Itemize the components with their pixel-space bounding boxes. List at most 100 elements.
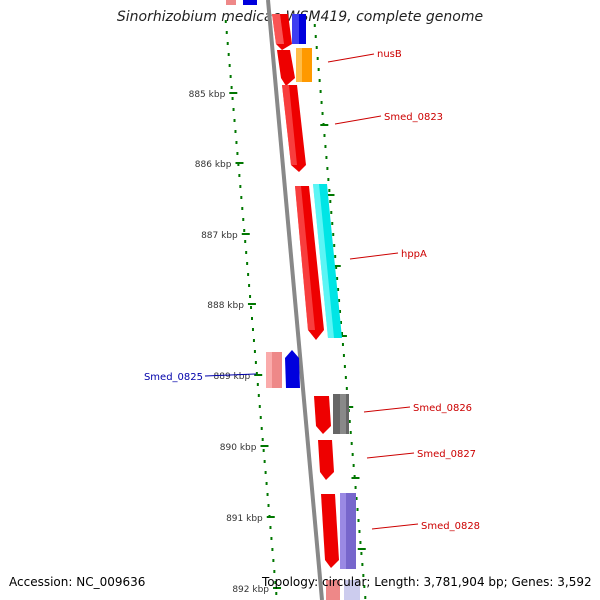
feature-nusb-orange[interactable] (296, 48, 312, 82)
gene-label-smed-0823[interactable]: Smed_0823 (384, 112, 443, 123)
ruler-dot (232, 108, 235, 111)
ruler-dot (364, 596, 367, 599)
ruler-dot (275, 592, 278, 595)
ruler-dot (363, 585, 366, 588)
ruler-dot (351, 453, 354, 456)
gene-label-hppa[interactable]: hppA (401, 249, 427, 260)
ruler-dot (266, 493, 269, 496)
ruler-dot (352, 464, 355, 467)
major-tick (351, 477, 360, 479)
major-tick (229, 92, 238, 94)
ruler-dot (353, 475, 356, 478)
feature-top-blue[interactable] (292, 14, 306, 44)
tick-label: 885 kbp (189, 90, 226, 100)
gene-label-smed-0825[interactable]: Smed_0825 (144, 372, 203, 383)
gene-label-lines: nusB Smed_0823 hppA Smed_0825 Smed_0826 Smed_… (144, 49, 480, 532)
ruler-dot (259, 416, 262, 419)
ruler-dot (334, 255, 337, 258)
ruler-dot (313, 24, 316, 27)
gene-label-leader (371, 523, 419, 530)
feature-smed-0826-gray[interactable] (333, 394, 349, 434)
ruler-dot (246, 262, 249, 265)
gene-label-leader (334, 115, 382, 125)
ruler-dot (243, 229, 246, 232)
ruler-dot (315, 46, 318, 49)
ruler-dot (244, 240, 247, 243)
ruler-dot (319, 90, 322, 93)
feature-top-red-1[interactable] (272, 14, 292, 50)
ruler-dot (340, 332, 343, 335)
ruler-dot (350, 442, 353, 445)
feature-smed-0827-red[interactable] (318, 440, 334, 480)
ruler-dot (261, 438, 264, 441)
ruler-dot (341, 343, 344, 346)
tick-labels: 885 kbp 886 kbp 887 kbp 888 kbp 889 kbp 890 k… (189, 90, 270, 595)
tick-label: 892 kbp (232, 585, 269, 595)
gene-label-nusb[interactable]: nusB (377, 49, 402, 60)
ruler-dot (226, 42, 229, 45)
feature-red-hppa-strand[interactable] (295, 186, 324, 340)
top-partial-features (226, 0, 257, 5)
ruler-dot (329, 200, 332, 203)
ruler-dot (270, 537, 273, 540)
ruler-dot (345, 387, 348, 390)
feature-smed-0825-pink[interactable] (266, 352, 282, 388)
major-tick (235, 162, 244, 164)
feature-smed-0823[interactable] (282, 85, 306, 172)
ruler-dot (358, 530, 361, 533)
major-tick (247, 303, 256, 305)
gene-label-leader (204, 373, 257, 377)
gene-label-leader (366, 452, 415, 459)
ruler-dot (263, 460, 266, 463)
ruler-dot (265, 482, 268, 485)
ruler-dot (321, 112, 324, 115)
feature-smed-0828-purple[interactable] (340, 493, 356, 569)
feature-red-2[interactable] (277, 50, 295, 86)
ruler-dot (229, 75, 232, 78)
feature-hppa-cyan[interactable] (313, 184, 342, 338)
gene-label-smed-0826[interactable]: Smed_0826 (413, 403, 472, 414)
ruler-dot (251, 328, 254, 331)
ruler-dot (257, 394, 260, 397)
ruler-dot (274, 581, 277, 584)
ruler-dot (233, 119, 236, 122)
gene-label-smed-0828[interactable]: Smed_0828 (421, 521, 480, 532)
ruler-dot (250, 306, 253, 309)
feature-smed-0826-red[interactable] (314, 396, 331, 434)
ruler-dot (238, 174, 241, 177)
ruler-dot (271, 548, 274, 551)
ruler-dot (331, 222, 334, 225)
feature-smed-0825-blue[interactable] (285, 350, 300, 388)
ruler-dot (356, 508, 359, 511)
ruler-dot (342, 354, 345, 357)
feature-smed-0828-red[interactable] (321, 494, 339, 568)
ruler-dot (343, 365, 346, 368)
ruler-dot (248, 284, 251, 287)
ruler-dot (260, 427, 263, 430)
ruler-dot (326, 167, 329, 170)
ruler-dot (328, 189, 331, 192)
ruler-dot (360, 552, 363, 555)
gene-label-smed-0827[interactable]: Smed_0827 (417, 449, 476, 460)
ruler-dot (254, 361, 257, 364)
major-tick (254, 374, 263, 376)
ruler-dot (228, 64, 231, 67)
tick-label: 890 kbp (220, 443, 257, 453)
ruler-dot (255, 372, 258, 375)
ruler-dot (225, 31, 228, 34)
ruler-dot (237, 163, 240, 166)
bottom-partial-features (326, 580, 360, 600)
ruler-dot (267, 504, 270, 507)
ruler-dot (340, 321, 343, 324)
ruler-dot (338, 299, 341, 302)
ruler-dot (241, 207, 244, 210)
ruler-dot (239, 185, 242, 188)
ruler-dot (314, 35, 317, 38)
ruler-dot (333, 244, 336, 247)
gene-label-leader (363, 406, 411, 413)
gene-label-leader (349, 252, 399, 260)
ruler-dot (253, 350, 256, 353)
ruler-dot (337, 288, 340, 291)
